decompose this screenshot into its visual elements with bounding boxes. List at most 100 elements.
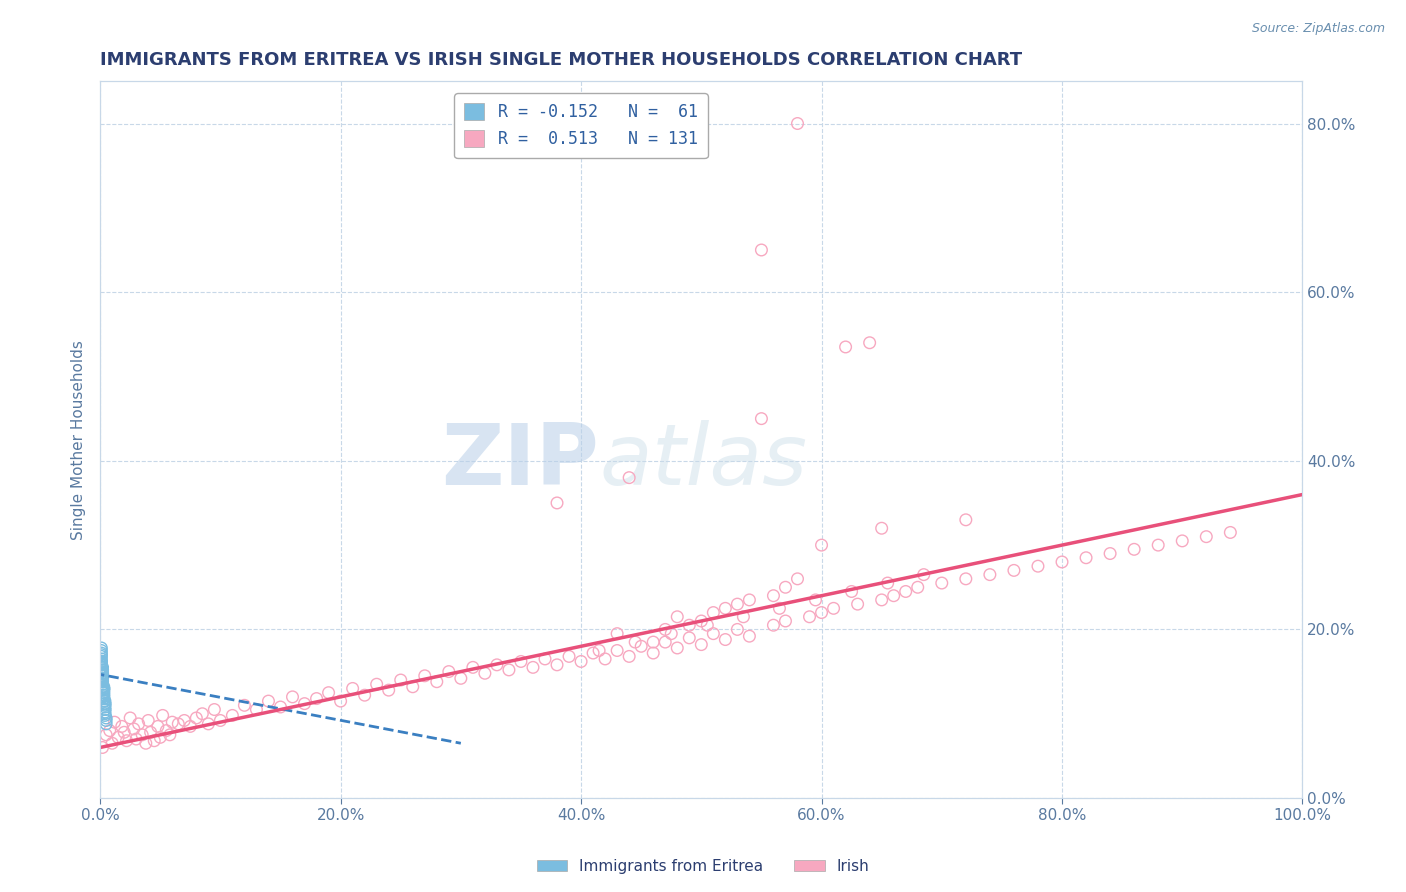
- Point: [90, 660, 112, 674]
- Point: [91, 666, 114, 681]
- Point: [1050, 555, 1073, 569]
- Legend: Immigrants from Eritrea, Irish: Immigrants from Eritrea, Irish: [530, 853, 876, 880]
- Point: [90, 655, 112, 669]
- Point: [696, 618, 718, 632]
- Point: [98, 723, 121, 738]
- Point: [120, 711, 142, 725]
- Point: [281, 690, 304, 704]
- Point: [846, 597, 869, 611]
- Point: [202, 702, 225, 716]
- Point: [257, 694, 280, 708]
- Point: [714, 632, 737, 647]
- Point: [617, 470, 640, 484]
- Point: [191, 706, 214, 721]
- Point: [91, 660, 114, 674]
- Point: [131, 728, 153, 742]
- Point: [91, 674, 114, 689]
- Point: [94, 702, 117, 716]
- Point: [1195, 530, 1218, 544]
- Point: [91, 665, 114, 679]
- Point: [90, 657, 112, 672]
- Point: [152, 708, 174, 723]
- Point: [221, 708, 243, 723]
- Point: [659, 626, 682, 640]
- Point: [762, 589, 785, 603]
- Point: [90, 669, 112, 683]
- Point: [702, 626, 724, 640]
- Point: [91, 669, 114, 683]
- Point: [90, 643, 112, 657]
- Point: [91, 674, 114, 689]
- Point: [93, 690, 115, 704]
- Point: [115, 733, 138, 747]
- Point: [353, 688, 375, 702]
- Point: [643, 646, 665, 660]
- Point: [738, 593, 761, 607]
- Point: [588, 643, 610, 657]
- Point: [654, 623, 676, 637]
- Point: [186, 711, 208, 725]
- Point: [91, 671, 114, 685]
- Point: [94, 705, 117, 719]
- Point: [546, 496, 568, 510]
- Point: [94, 698, 117, 713]
- Point: [907, 580, 929, 594]
- Point: [690, 614, 713, 628]
- Point: [94, 706, 117, 721]
- Point: [93, 688, 115, 702]
- Text: Source: ZipAtlas.com: Source: ZipAtlas.com: [1251, 22, 1385, 36]
- Point: [955, 513, 977, 527]
- Point: [94, 714, 117, 728]
- Point: [146, 719, 169, 733]
- Point: [834, 340, 856, 354]
- Point: [474, 666, 496, 681]
- Text: atlas: atlas: [599, 420, 807, 503]
- Point: [810, 606, 832, 620]
- Point: [738, 629, 761, 643]
- Point: [90, 649, 112, 664]
- Point: [93, 680, 115, 694]
- Point: [569, 655, 592, 669]
- Point: [94, 717, 117, 731]
- Point: [91, 673, 114, 687]
- Point: [94, 700, 117, 714]
- Point: [775, 580, 797, 594]
- Point: [593, 652, 616, 666]
- Point: [786, 572, 808, 586]
- Point: [122, 722, 145, 736]
- Point: [90, 640, 112, 655]
- Point: [91, 671, 114, 685]
- Point: [1147, 538, 1170, 552]
- Point: [870, 593, 893, 607]
- Point: [90, 657, 112, 672]
- Point: [94, 702, 117, 716]
- Point: [762, 618, 785, 632]
- Point: [823, 601, 845, 615]
- Point: [678, 631, 700, 645]
- Point: [1099, 547, 1122, 561]
- Point: [810, 538, 832, 552]
- Point: [90, 655, 112, 669]
- Point: [643, 635, 665, 649]
- Point: [666, 609, 689, 624]
- Point: [135, 736, 157, 750]
- Point: [804, 593, 827, 607]
- Point: [522, 660, 544, 674]
- Point: [1171, 533, 1194, 548]
- Point: [751, 411, 773, 425]
- Point: [461, 660, 484, 674]
- Point: [94, 697, 117, 711]
- Point: [91, 673, 114, 687]
- Point: [91, 666, 114, 681]
- Point: [94, 708, 117, 723]
- Point: [149, 731, 172, 745]
- Point: [870, 521, 893, 535]
- Point: [91, 666, 114, 681]
- Point: [128, 717, 150, 731]
- Point: [389, 673, 412, 687]
- Point: [1002, 563, 1025, 577]
- Point: [173, 714, 195, 728]
- Point: [751, 243, 773, 257]
- Y-axis label: Single Mother Households: Single Mother Households: [72, 340, 86, 540]
- Point: [654, 635, 676, 649]
